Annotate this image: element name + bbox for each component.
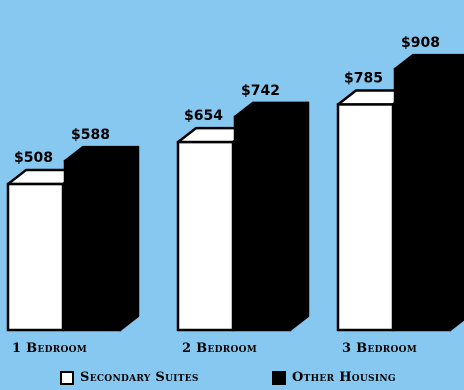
bar-other-housing-3: [393, 53, 464, 332]
bar-front-face: [233, 115, 292, 332]
bar-side-face: [288, 101, 310, 332]
category-label-3: 3 Bedroom: [342, 341, 417, 356]
bar-front-face: [176, 140, 235, 332]
bar-side-face: [118, 145, 140, 332]
legend-swatch-other-housing: [272, 370, 286, 385]
value-label-other-housing-1: $588: [71, 127, 110, 143]
bar-front-face: [336, 103, 395, 332]
legend: Secondary Suites Other Housing: [0, 370, 464, 390]
bar-other-housing-2: [233, 101, 310, 332]
bar-side-face: [448, 56, 464, 332]
bar-front-face: [393, 67, 452, 332]
value-label-secondary-suites-3: $785: [344, 70, 383, 86]
value-label-other-housing-2: $742: [241, 83, 280, 99]
value-label-other-housing-3: $908: [401, 35, 440, 51]
category-label-1: 1 Bedroom: [12, 341, 87, 356]
value-label-secondary-suites-2: $654: [184, 108, 223, 124]
legend-label-other-housing: Other Housing: [292, 370, 396, 385]
value-label-secondary-suites-1: $508: [14, 150, 53, 166]
bar-front-face: [63, 159, 122, 332]
legend-item-secondary-suites: Secondary Suites: [60, 370, 199, 385]
legend-swatch-secondary-suites: [60, 370, 74, 385]
legend-item-other-housing: Other Housing: [272, 370, 396, 385]
category-label-2: 2 Bedroom: [182, 341, 257, 356]
bar-chart-svg: $508 $588 1 Bedroom $654 $742 2 Bedroom $785 $9…: [6, 35, 464, 356]
legend-label-secondary-suites: Secondary Suites: [80, 370, 199, 385]
bar-front-face: [6, 182, 65, 332]
bar-other-housing-1: [63, 145, 140, 332]
